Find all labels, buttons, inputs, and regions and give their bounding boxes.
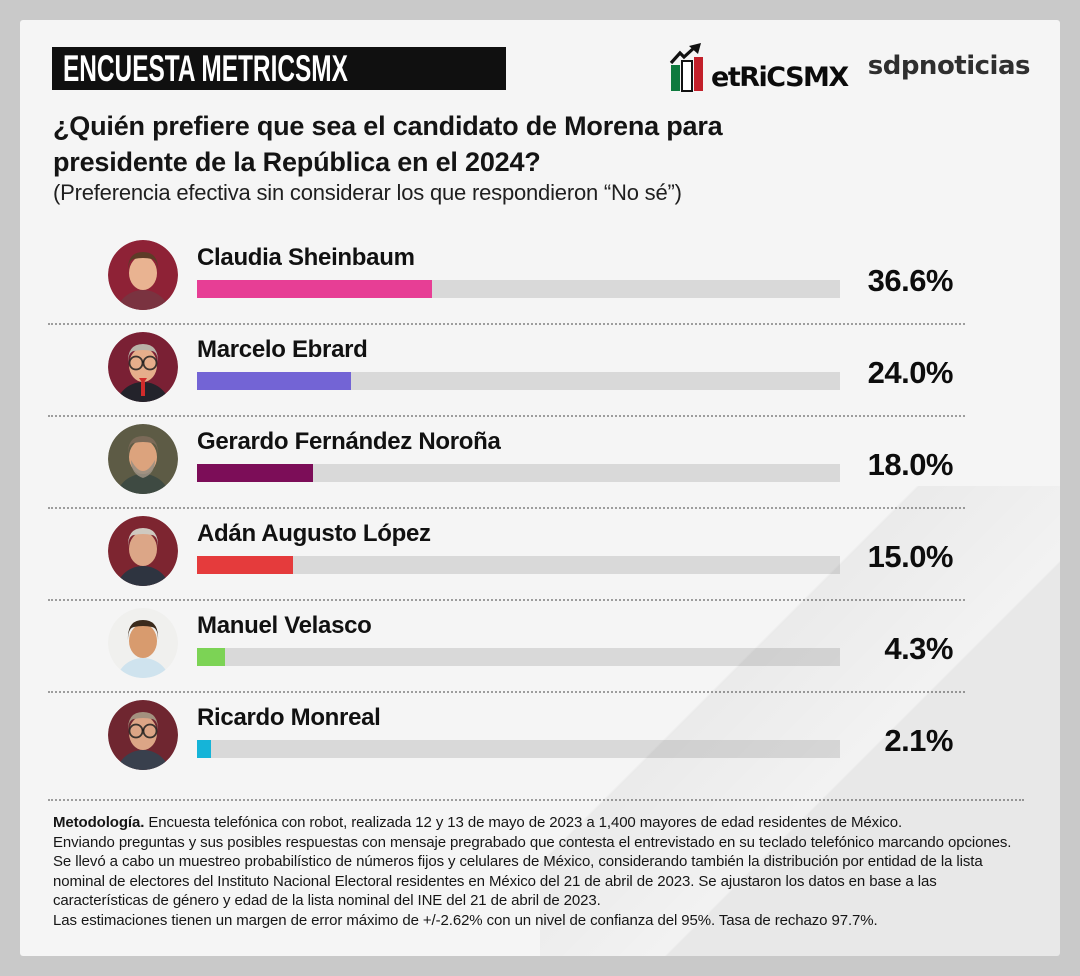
question-subtitle: (Preferencia efectiva sin considerar los… xyxy=(53,180,682,205)
question-title: ¿Quién prefiere que sea el candidato de … xyxy=(53,111,723,177)
sdpnoticias-logo: sdpnoticias xyxy=(867,51,1031,81)
candidate-name: Ricardo Monreal xyxy=(197,704,381,731)
candidate-avatar xyxy=(108,516,178,586)
methodology-text: Metodología. Encuesta telefónica con rob… xyxy=(53,813,1043,930)
candidate-avatar xyxy=(108,700,178,770)
candidate-avatar xyxy=(108,608,178,678)
footer-divider xyxy=(48,799,1024,801)
bar-track xyxy=(197,556,840,574)
candidate-row: Marcelo Ebrard 24.0% xyxy=(48,325,965,417)
bar-fill xyxy=(197,280,433,298)
results-list: Claudia Sheinbaum 36.6% Marcelo Ebrard 24.0… xyxy=(48,233,965,783)
candidate-row: Ricardo Monreal 2.1% xyxy=(48,693,965,783)
candidate-percentage: 4.3% xyxy=(884,631,953,666)
infographic-card: ENCUESTA METRICSMX etRiCSMX sdpnoticias … xyxy=(20,20,1060,956)
candidate-name: Gerardo Fernández Noroña xyxy=(197,428,501,455)
candidate-percentage: 24.0% xyxy=(867,355,954,390)
metricsmx-logo: etRiCSMX xyxy=(668,43,849,93)
methodology-lead: Metodología. xyxy=(53,814,145,831)
candidate-row: Adán Augusto López 15.0% xyxy=(48,509,965,601)
candidate-name: Adán Augusto López xyxy=(197,520,431,547)
metricsmx-logo-text: etRiCSMX xyxy=(711,62,849,93)
bar-track xyxy=(197,740,840,758)
encuesta-badge-label: ENCUESTA METRICSMX xyxy=(63,47,348,89)
bar-fill xyxy=(197,740,211,758)
methodology-body: Encuesta telefónica con robot, realizada… xyxy=(53,814,1012,929)
brand-logos: etRiCSMX sdpnoticias xyxy=(668,42,1031,94)
candidate-name: Marcelo Ebrard xyxy=(197,336,368,363)
bar-fill xyxy=(197,464,313,482)
bar-track xyxy=(197,280,840,298)
bar-track xyxy=(197,464,840,482)
candidate-percentage: 36.6% xyxy=(867,263,954,298)
candidate-name: Claudia Sheinbaum xyxy=(197,244,415,271)
bar-fill xyxy=(197,372,352,390)
candidate-percentage: 18.0% xyxy=(867,447,954,482)
bar-fill xyxy=(197,556,294,574)
candidate-row: Gerardo Fernández Noroña 18.0% xyxy=(48,417,965,509)
encuesta-badge: ENCUESTA METRICSMX xyxy=(52,47,506,90)
candidate-avatar xyxy=(108,332,178,402)
candidate-row: Manuel Velasco 4.3% xyxy=(48,601,965,693)
candidate-row: Claudia Sheinbaum 36.6% xyxy=(48,233,965,325)
bar-track xyxy=(197,648,840,666)
candidate-percentage: 15.0% xyxy=(867,539,954,574)
candidate-percentage: 2.1% xyxy=(884,723,953,758)
candidate-name: Manuel Velasco xyxy=(197,612,372,639)
candidate-avatar xyxy=(108,240,178,310)
candidate-avatar xyxy=(108,424,178,494)
bar-track xyxy=(197,372,840,390)
metricsmx-flag-chart-icon xyxy=(668,43,708,93)
bar-fill xyxy=(197,648,225,666)
